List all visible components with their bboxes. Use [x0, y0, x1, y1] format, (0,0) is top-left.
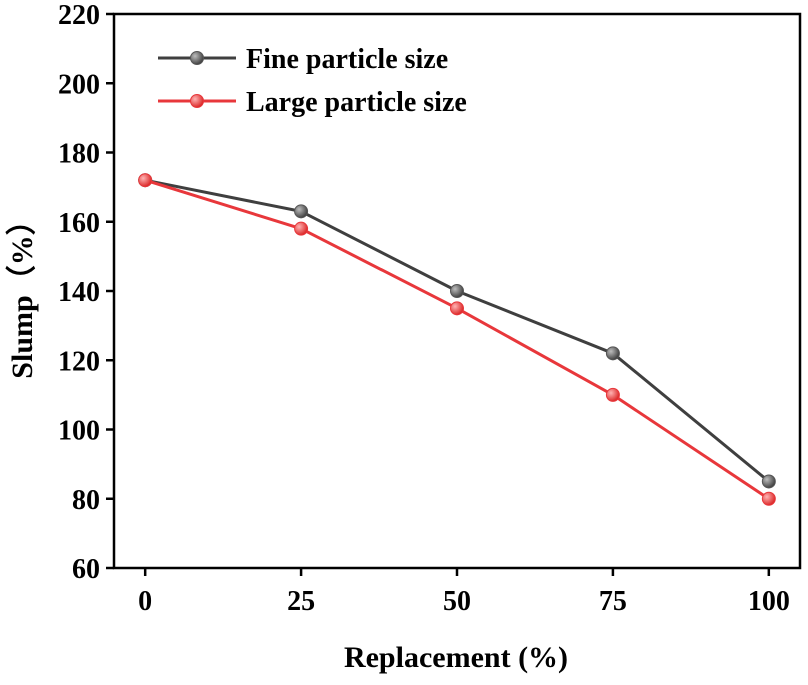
x-tick-label-50: 50	[443, 586, 471, 617]
series-1-point-25	[294, 204, 309, 219]
legend-marker-1	[190, 51, 204, 65]
y-tick-label-180: 180	[58, 139, 100, 170]
x-tick-label-0: 0	[138, 586, 152, 617]
series-1-point-75	[605, 346, 620, 361]
series-2	[138, 173, 776, 506]
y-tick-label-140: 140	[58, 277, 100, 308]
y-tick-label-120: 120	[58, 346, 100, 377]
legend-item-1: Fine particle size	[158, 44, 448, 75]
series-2-point-0	[138, 173, 153, 188]
series-2-point-100	[761, 491, 776, 506]
legend-label-1: Fine particle size	[246, 44, 448, 75]
y-axis-title: Slump（%）	[5, 205, 39, 378]
series-1-point-100	[761, 474, 776, 489]
series-2-point-75	[605, 387, 620, 402]
y-tick-label-220: 220	[58, 0, 100, 31]
legend-label-2: Large particle size	[246, 87, 467, 118]
y-tick-label-80: 80	[72, 485, 100, 516]
x-tick-label-100: 100	[748, 586, 790, 617]
legend-item-2: Large particle size	[158, 87, 467, 118]
series-2-line	[144, 178, 770, 501]
y-tick-label-160: 160	[58, 208, 100, 239]
legend-marker-2	[190, 94, 204, 108]
series-2-point-50	[450, 301, 464, 316]
x-tick-label-75: 75	[599, 586, 627, 617]
y-tick-label-200: 200	[58, 69, 100, 100]
x-tick-label-25: 25	[287, 586, 315, 617]
series-2-point-25	[294, 221, 309, 236]
y-tick-label-100: 100	[58, 416, 100, 447]
y-tick-label-60: 60	[72, 554, 100, 585]
x-axis-title: Replacement (%)	[344, 641, 568, 674]
series-1-point-50	[450, 284, 464, 298]
